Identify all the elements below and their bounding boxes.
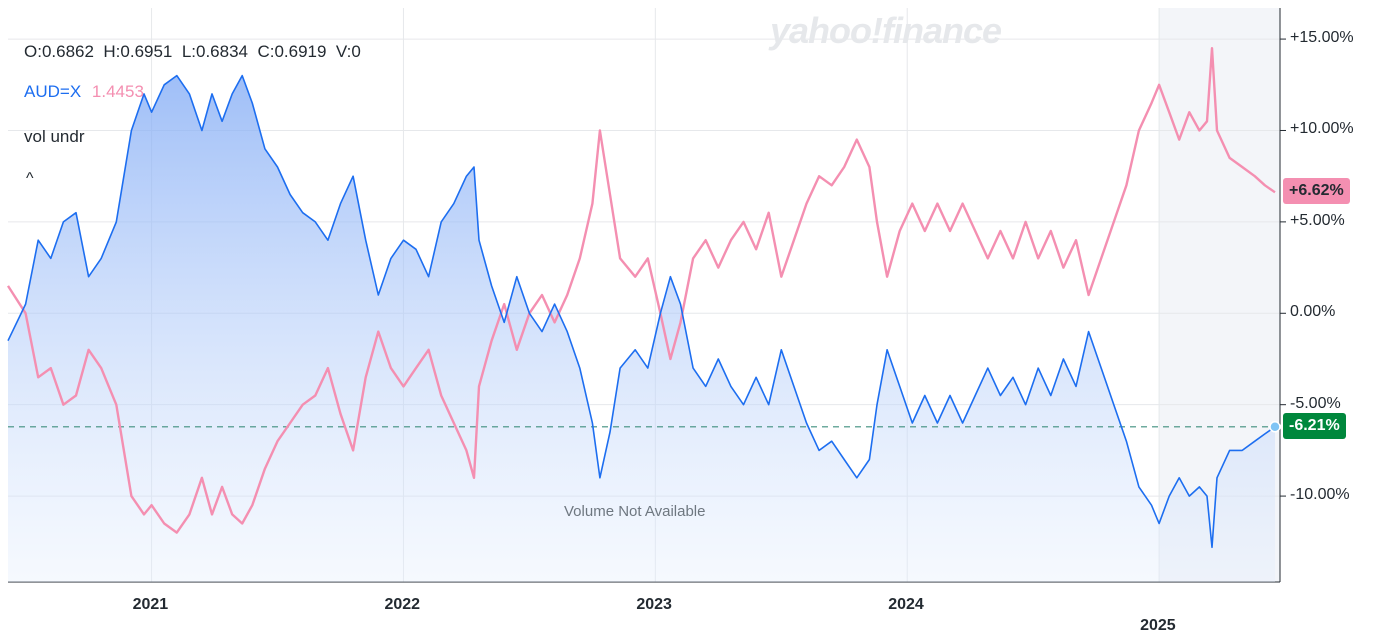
x-tick-label: 2021 (132, 596, 169, 613)
symbol-label[interactable]: AUD=X (24, 82, 82, 101)
main-series-line (7, 74, 1276, 549)
y-tick-label: +5.00% (1290, 211, 1345, 229)
volume-not-available: Volume Not Available (564, 503, 706, 520)
collapse-icon[interactable]: ^ (26, 170, 34, 187)
last-point-marker (1269, 421, 1281, 433)
y-tick-label: -5.00% (1290, 394, 1341, 412)
main-last-badge: -6.21% (1283, 412, 1346, 439)
comparison-value[interactable]: 1.4453 (91, 82, 144, 101)
volume-label: vol undr (24, 127, 85, 146)
main-series-area (8, 75, 1275, 582)
y-tick-label: 0.00% (1290, 303, 1336, 321)
comparison-last-badge: +6.62% (1283, 178, 1350, 205)
x-tick-label: 2024 (888, 596, 924, 613)
comparison-series-line (6, 47, 1276, 534)
y-tick-label: +10.00% (1290, 120, 1354, 138)
series-legend: AUD=X 1.4453 (24, 82, 144, 102)
x-tick-label: 2022 (384, 596, 421, 613)
y-tick-label: -10.00% (1290, 486, 1350, 504)
x-tick-label: 2023 (636, 596, 672, 613)
y-tick-label: +15.00% (1290, 29, 1354, 47)
x-tick-label: 2025 (1140, 617, 1176, 634)
yahoo-finance-watermark: yahoo!finance (770, 10, 1002, 51)
ohlc-readout: O:0.6862 H:0.6951 L:0.6834 C:0.6919 V:0 (24, 42, 361, 61)
